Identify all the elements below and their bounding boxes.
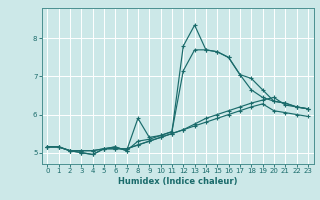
- X-axis label: Humidex (Indice chaleur): Humidex (Indice chaleur): [118, 177, 237, 186]
